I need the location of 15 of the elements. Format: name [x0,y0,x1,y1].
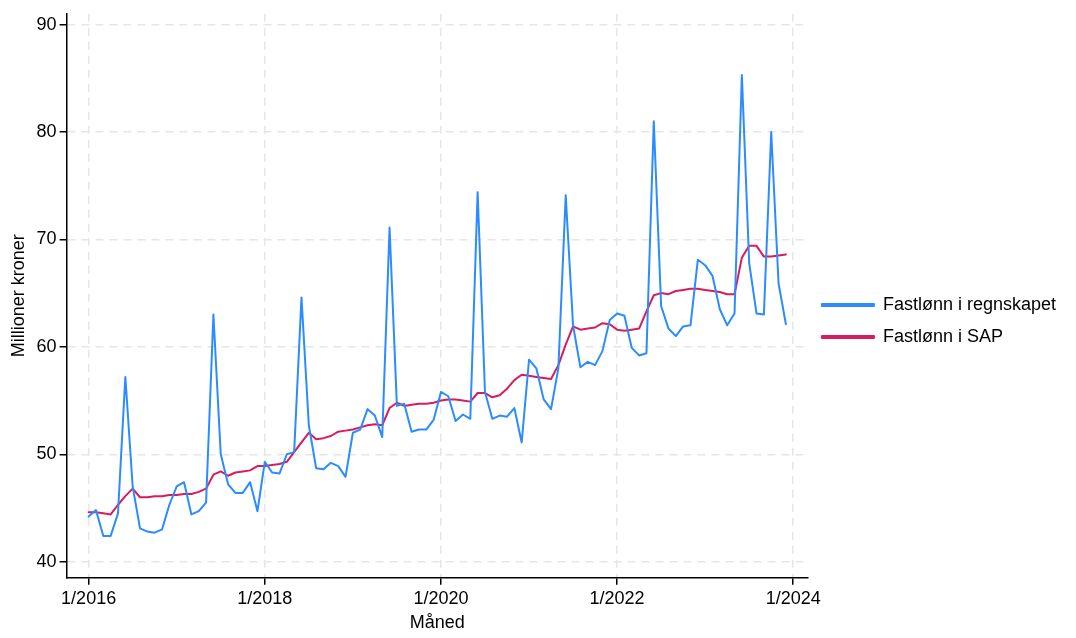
y-tick-label: 40 [36,550,57,571]
y-tick-label: 70 [36,228,57,249]
x-axis-title: Måned [409,612,465,633]
y-tick-label: 60 [36,335,57,356]
x-tick-label: 1/2022 [589,587,645,608]
legend-label: Fastlønn i regnskapet [882,293,1057,314]
x-tick-label: 1/2016 [61,587,117,608]
legend-label: Fastlønn i SAP [882,325,1003,346]
x-tick-label: 1/2024 [765,587,821,608]
y-tick-label: 90 [36,13,57,34]
x-tick-label: 1/2018 [237,587,293,608]
y-axis-title: Millioner kroner [7,234,28,358]
y-tick-label: 80 [36,120,57,141]
x-tick-label: 1/2020 [413,587,469,608]
y-tick-label: 50 [36,443,57,464]
